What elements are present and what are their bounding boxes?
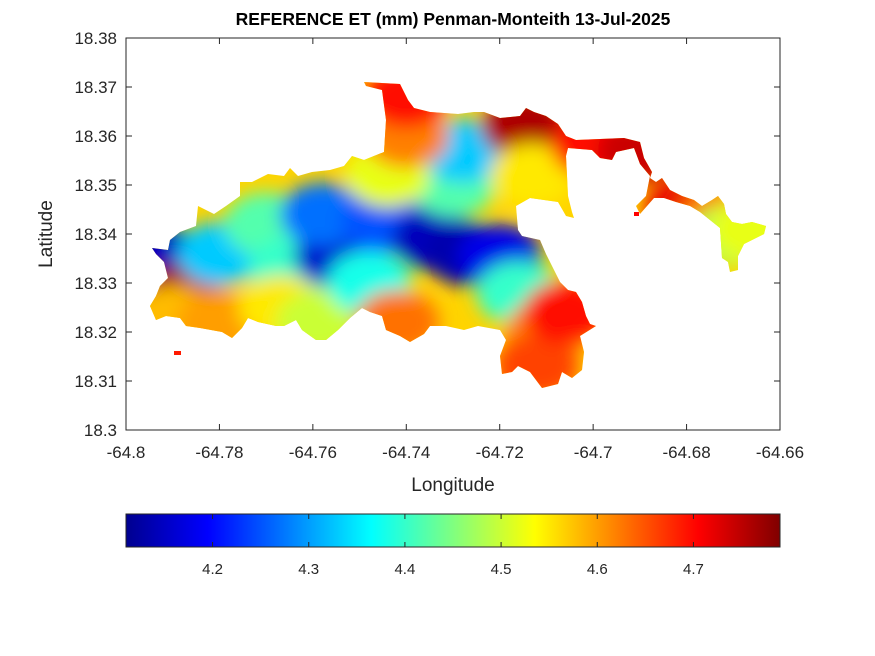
y-tick-label: 18.38 bbox=[74, 29, 117, 48]
x-tick-label: -64.78 bbox=[195, 443, 243, 462]
y-tick-label: 18.34 bbox=[74, 225, 117, 244]
y-ticks: 18.3 18.31 18.32 18.33 18.34 18.35 18.36 18.37 1… bbox=[74, 29, 780, 440]
y-axis-label: Latitude bbox=[36, 200, 57, 268]
y-tick-label: 18.37 bbox=[74, 78, 117, 97]
colorbar-tick-label: 4.7 bbox=[683, 561, 704, 578]
island-fragment bbox=[174, 351, 181, 355]
x-tick-label: -64.68 bbox=[662, 443, 710, 462]
x-tick-label: -64.76 bbox=[289, 443, 337, 462]
x-tick-label: -64.66 bbox=[756, 443, 804, 462]
x-tick-label: -64.8 bbox=[107, 443, 146, 462]
chart-title: REFERENCE ET (mm) Penman-Monteith 13-Jul… bbox=[236, 9, 671, 29]
y-tick-label: 18.31 bbox=[74, 372, 117, 391]
y-tick-label: 18.33 bbox=[74, 274, 117, 293]
et-region bbox=[490, 143, 575, 208]
y-tick-label: 18.36 bbox=[74, 127, 117, 146]
x-tick-label: -64.74 bbox=[382, 443, 430, 462]
x-axis-label: Longitude bbox=[411, 475, 494, 496]
x-ticks: -64.8 -64.78 -64.76 -64.74 -64.72 -64.7 -64.68… bbox=[107, 38, 804, 462]
et-region bbox=[364, 82, 449, 129]
island-fragment bbox=[634, 212, 639, 216]
y-tick-label: 18.32 bbox=[74, 323, 117, 342]
colorbar-tick-label: 4.5 bbox=[491, 561, 512, 578]
colorbar-ticks: 4.2 4.3 4.4 4.5 4.6 4.7 bbox=[202, 514, 704, 578]
colorbar bbox=[125, 513, 781, 548]
colorbar-tick-label: 4.3 bbox=[298, 561, 319, 578]
colorbar-tick-label: 4.6 bbox=[587, 561, 608, 578]
x-tick-label: -64.72 bbox=[476, 443, 524, 462]
y-tick-label: 18.35 bbox=[74, 176, 117, 195]
colorbar-tick-label: 4.2 bbox=[202, 561, 223, 578]
colorbar-tick-label: 4.4 bbox=[394, 561, 415, 578]
x-tick-label: -64.7 bbox=[574, 443, 613, 462]
y-tick-label: 18.3 bbox=[84, 421, 117, 440]
